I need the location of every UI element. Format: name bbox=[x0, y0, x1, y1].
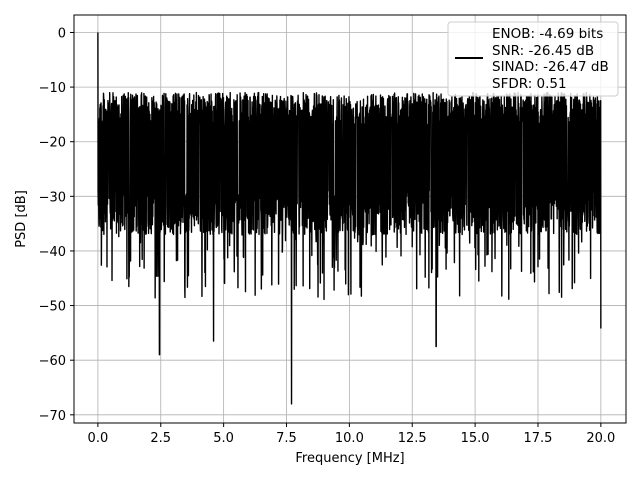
y-tick-label: −20 bbox=[39, 136, 66, 151]
x-tick-label: 2.5 bbox=[150, 431, 171, 446]
y-tick-label: −30 bbox=[39, 190, 66, 205]
legend-enob: ENOB: -4.69 bits bbox=[492, 26, 603, 42]
x-tick-label: 17.5 bbox=[524, 431, 553, 446]
y-axis-label: PSD [dB] bbox=[14, 190, 29, 248]
x-tick-label: 0.0 bbox=[88, 431, 109, 446]
plot-frame bbox=[73, 14, 627, 424]
legend-sinad: SINAD: -26.47 dB bbox=[492, 59, 609, 75]
x-tick-label: 10.0 bbox=[335, 431, 364, 446]
x-axis-label: Frequency [MHz] bbox=[295, 451, 404, 466]
y-tick-label: 0 bbox=[58, 26, 66, 41]
psd-line bbox=[97, 32, 602, 405]
x-tick-label: 15.0 bbox=[461, 431, 490, 446]
x-ticks: 0.0 2.5 5.0 7.5 10.0 12.5 15.0 17.5 20.0 bbox=[88, 423, 615, 446]
y-ticks: 0 −10 −20 −30 −40 −50 −60 −70 bbox=[39, 26, 74, 424]
y-tick-label: −60 bbox=[39, 354, 66, 369]
legend-sfdr: SFDR: 0.51 bbox=[492, 76, 567, 92]
y-tick-label: −70 bbox=[39, 409, 66, 424]
y-tick-label: −40 bbox=[39, 245, 66, 260]
x-tick-label: 20.0 bbox=[586, 431, 615, 446]
x-tick-label: 12.5 bbox=[398, 431, 427, 446]
y-tick-label: −10 bbox=[39, 81, 66, 96]
legend: ENOB: -4.69 bits SNR: -26.45 dB SINAD: -… bbox=[447, 21, 619, 97]
psd-series bbox=[97, 32, 602, 405]
x-tick-label: 7.5 bbox=[276, 431, 297, 446]
x-tick-label: 5.0 bbox=[213, 431, 234, 446]
legend-box bbox=[447, 21, 619, 97]
legend-snr: SNR: -26.45 dB bbox=[492, 43, 594, 59]
y-tick-label: −50 bbox=[39, 300, 66, 315]
